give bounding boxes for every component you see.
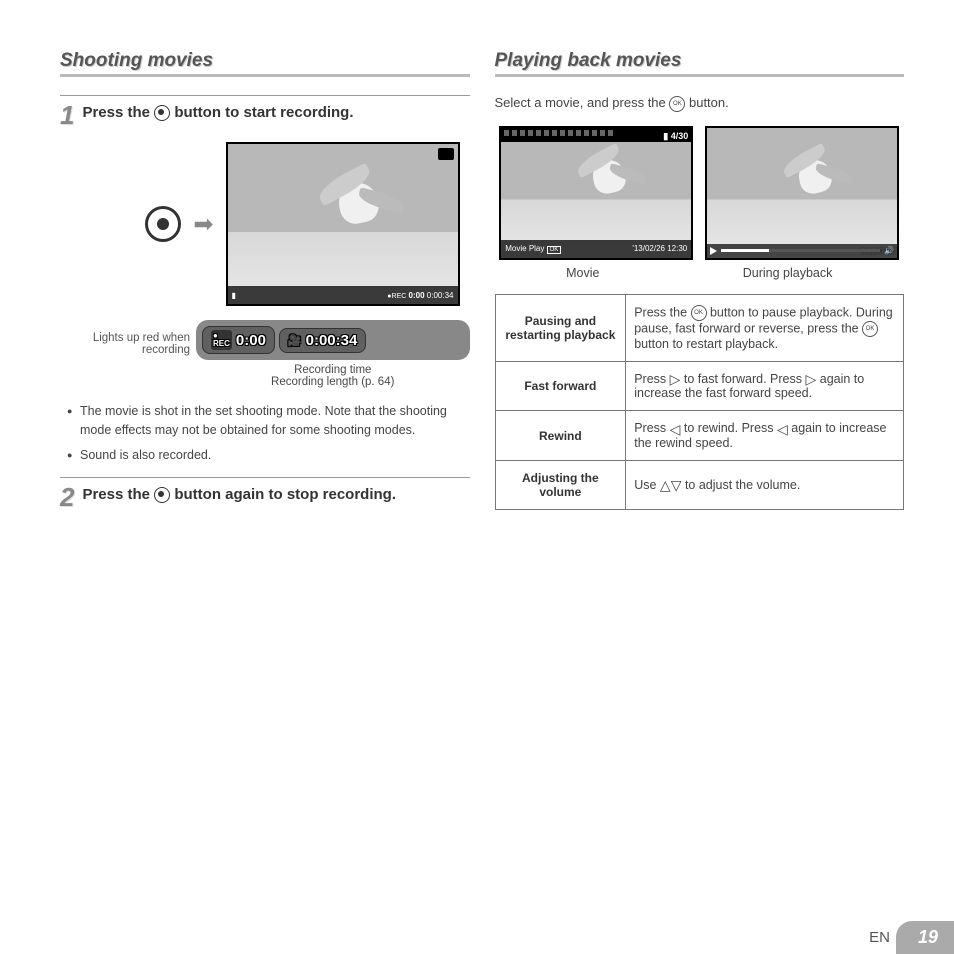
playback-bar: 🔊 bbox=[707, 244, 897, 258]
left-column: Shooting movies 1 Press the button to st… bbox=[60, 50, 470, 510]
caption-playback: During playback bbox=[743, 266, 833, 280]
note-1: The movie is shot in the set shooting mo… bbox=[70, 402, 470, 440]
screenshot-captions: Movie During playback bbox=[495, 266, 905, 280]
bird-graphic bbox=[774, 143, 860, 198]
section-playback-title: Playing back movies bbox=[495, 50, 905, 77]
record-button-icon bbox=[145, 206, 181, 242]
row-header-pause: Pausing and restarting playback bbox=[495, 294, 626, 361]
footer-page: 19 bbox=[896, 921, 954, 954]
ok-badge: OK bbox=[547, 246, 562, 254]
left-arrow-icon: ◁ bbox=[670, 422, 681, 436]
table-row: Rewind Press ◁ to rewind. Press ◁ again … bbox=[495, 411, 904, 461]
sd-icon: ▮ bbox=[232, 291, 236, 300]
step-2: 2 Press the button again to stop recordi… bbox=[60, 477, 470, 510]
note-2: Sound is also recorded. bbox=[70, 446, 470, 465]
intro-b: button. bbox=[685, 95, 728, 110]
ok-icon: OK bbox=[691, 305, 707, 321]
record-icon bbox=[154, 487, 170, 503]
osd-bar: Movie Play OK '13/02/26 12:30 bbox=[501, 240, 691, 258]
callout-red: Lights up red when recording bbox=[60, 312, 190, 356]
playback-screenshot: 0:12/0:34 🔊 bbox=[705, 126, 899, 260]
callout-bottom: Recording time Recording length (p. 64) bbox=[196, 364, 470, 388]
step-2-number: 2 bbox=[60, 484, 74, 510]
mag-len-box: 🎥 0:00:34 bbox=[279, 328, 366, 353]
section-shooting-title: Shooting movies bbox=[60, 50, 470, 77]
row-body-rewind: Press ◁ to rewind. Press ◁ again to incr… bbox=[626, 411, 904, 461]
right-arrow-icon: ▷ bbox=[670, 372, 681, 386]
date-label: '13/02/26 12:30 bbox=[632, 244, 687, 253]
osd-bar: ▮ ●REC 0:00 0:00:34 bbox=[228, 286, 458, 304]
playback-screenshots: ▮ 4/30 Movie Play OK '13/02/26 12:30 0:1… bbox=[495, 126, 905, 260]
notes-list: The movie is shot in the set shooting mo… bbox=[60, 402, 470, 464]
step-1: 1 Press the button to start recording. bbox=[60, 95, 470, 128]
callout-length: Recording length (p. 64) bbox=[196, 376, 470, 388]
osd-len: 0:00:34 bbox=[427, 291, 454, 300]
ok-icon: OK bbox=[862, 321, 878, 337]
step-1-number: 1 bbox=[60, 102, 74, 128]
step-2-text: Press the button again to stop recording… bbox=[82, 484, 396, 505]
film-icon: 🎥 bbox=[288, 334, 302, 347]
down-arrow-icon: ▽ bbox=[671, 478, 682, 492]
movie-play-label: Movie Play bbox=[505, 244, 544, 253]
sound-icon: 🔊 bbox=[884, 246, 894, 255]
bird-graphic bbox=[568, 143, 654, 198]
recording-screenshot: ▮ ●REC 0:00 0:00:34 bbox=[226, 142, 460, 306]
magnified-osd: ●REC 0:00 🎥 0:00:34 bbox=[196, 320, 470, 360]
mag-len: 0:00:34 bbox=[306, 332, 358, 349]
left-arrow-icon: ◁ bbox=[777, 422, 788, 436]
step-1-text: Press the button to start recording. bbox=[82, 102, 353, 123]
step2-text-a: Press the bbox=[82, 486, 154, 503]
movie-select-screenshot: ▮ 4/30 Movie Play OK '13/02/26 12:30 bbox=[499, 126, 693, 260]
table-row: Pausing and restarting playback Press th… bbox=[495, 294, 904, 361]
step1-text-b: button to start recording. bbox=[170, 104, 353, 121]
step1-text-a: Press the bbox=[82, 104, 154, 121]
callout-block: Lights up red when recording ●REC 0:00 🎥… bbox=[60, 312, 470, 388]
up-arrow-icon: △ bbox=[660, 478, 671, 492]
mag-rec-label: ●REC bbox=[211, 330, 232, 350]
playback-intro: Select a movie, and press the OK button. bbox=[495, 95, 905, 112]
right-arrow-icon: ▷ bbox=[805, 372, 816, 386]
table-row: Fast forward Press ▷ to fast forward. Pr… bbox=[495, 361, 904, 411]
movie-icon bbox=[438, 148, 454, 160]
osd-time: 0:00 bbox=[409, 291, 425, 300]
intro-a: Select a movie, and press the bbox=[495, 95, 670, 110]
controls-table: Pausing and restarting playback Press th… bbox=[495, 294, 905, 510]
recording-illustration: ➡ ▮ ●REC 0:00 0:00:34 bbox=[60, 142, 470, 306]
right-column: Playing back movies Select a movie, and … bbox=[495, 50, 905, 510]
row-header-rewind: Rewind bbox=[495, 411, 626, 461]
progress-bar bbox=[721, 249, 880, 252]
row-body-ff: Press ▷ to fast forward. Press ▷ again t… bbox=[626, 361, 904, 411]
row-body-pause: Press the OK button to pause playback. D… bbox=[626, 294, 904, 361]
ok-icon: OK bbox=[669, 96, 685, 112]
row-header-volume: Adjusting the volume bbox=[495, 460, 626, 509]
arrow-icon: ➡ bbox=[193, 210, 213, 239]
page-footer: EN 19 bbox=[869, 921, 954, 954]
footer-lang: EN bbox=[869, 929, 890, 946]
mag-time: 0:00 bbox=[236, 332, 266, 349]
callout-time: Recording time bbox=[196, 364, 470, 376]
osd-right: ●REC 0:00 0:00:34 bbox=[387, 291, 453, 300]
table-row: Adjusting the volume Use △▽ to adjust th… bbox=[495, 460, 904, 509]
row-header-ff: Fast forward bbox=[495, 361, 626, 411]
mag-rec-box: ●REC 0:00 bbox=[202, 326, 275, 354]
row-body-volume: Use △▽ to adjust the volume. bbox=[626, 460, 904, 509]
step2-text-b: button again to stop recording. bbox=[170, 486, 396, 503]
record-icon bbox=[154, 105, 170, 121]
caption-movie: Movie bbox=[566, 266, 599, 280]
counter: ▮ 4/30 bbox=[663, 131, 688, 142]
bird-graphic bbox=[308, 163, 412, 230]
play-icon bbox=[710, 247, 717, 255]
